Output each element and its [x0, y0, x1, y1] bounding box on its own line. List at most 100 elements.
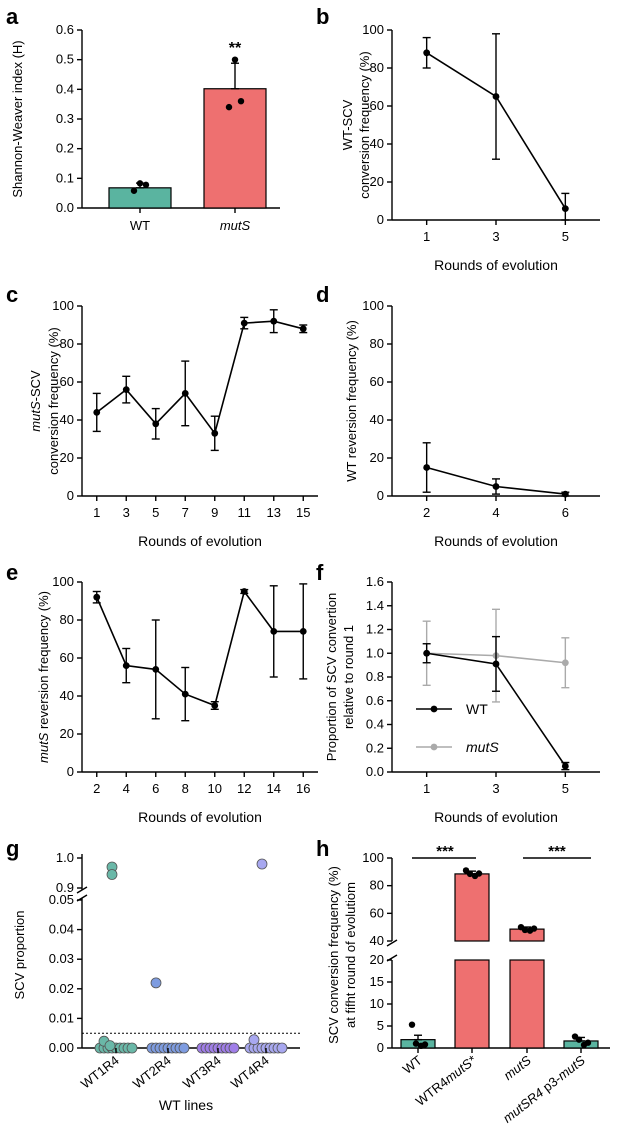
c-xlabel: Rounds of evolution	[138, 533, 262, 549]
f-legend-marker-WT	[430, 705, 438, 713]
g-ytick-lower-label-5: 0.05	[49, 892, 74, 907]
panel-letter-f: f	[316, 560, 324, 585]
f-legend-marker-mutS	[430, 743, 438, 751]
h-xtick-label-3-part-0: mutSR4	[500, 1085, 546, 1126]
a-point-1-2	[231, 56, 239, 63]
c-xtick-label-2: 5	[152, 505, 159, 520]
f-xtick-label-2: 5	[562, 781, 569, 796]
e-ytick-label-4: 80	[60, 612, 74, 627]
e-series-point-3	[181, 690, 189, 698]
d-ytick-label-2: 40	[370, 412, 384, 427]
g-axis-break-top	[76, 886, 88, 894]
b-xtick-label-2: 5	[562, 229, 569, 244]
f-ytick-label-1: 0.2	[366, 740, 384, 755]
h-point-3-1	[575, 1036, 583, 1043]
h-significance-1: ***	[436, 843, 454, 860]
d-ytick-label-3: 60	[370, 374, 384, 389]
g-ytick-upper-label-1: 1.0	[56, 850, 74, 865]
c-xtick-label-3: 7	[182, 505, 189, 520]
c-ylabel-line1: mutS-SCV	[28, 370, 43, 432]
b-ytick-label-1: 20	[370, 174, 384, 189]
h-ytick-upper-label-2: 80	[370, 878, 384, 893]
e-series-point-4	[211, 702, 219, 709]
d-xtick-label-2: 6	[562, 505, 569, 520]
a-ytick-label-0: 0.0	[56, 200, 74, 215]
b-xlabel: Rounds of evolution	[434, 257, 558, 273]
a-point-0-2	[136, 180, 144, 187]
panel-letter-h: h	[316, 836, 330, 861]
e-xtick-label-3: 8	[182, 781, 189, 796]
e-ylabel: mutS reversion frequency (%)	[36, 591, 51, 763]
b-ytick-label-2: 40	[370, 136, 384, 151]
h-ytick-lower-label-0: 0	[377, 1040, 384, 1055]
h-xtick-label-0: WT	[400, 1053, 425, 1077]
c-ytick-label-5: 100	[52, 298, 74, 313]
d-ytick-label-1: 20	[370, 450, 384, 465]
h-bar-2-lower	[509, 959, 545, 1049]
e-ytick-label-0: 0	[67, 764, 74, 779]
c-xtick-label-4: 9	[211, 505, 218, 520]
e-series-point-7	[299, 628, 307, 635]
c-xtick-label-1: 3	[123, 505, 130, 520]
h-point-1-1	[466, 870, 474, 878]
f-ylabel-line1: Proportion of SCV convertion	[324, 593, 339, 761]
a-ylabel: Shannon-Weaver index (H)	[10, 40, 25, 197]
h-point-1-3	[475, 870, 483, 877]
g-point-WT2R4-low-0	[150, 977, 162, 989]
a-point-0-1	[142, 181, 150, 189]
f-xtick-label-0: 1	[423, 781, 430, 796]
panel-letter-b: b	[316, 4, 330, 29]
d-ytick-label-0: 0	[377, 488, 384, 503]
c-series-point-1	[122, 386, 130, 393]
g-ytick-lower-label-4: 0.04	[49, 922, 74, 937]
e-xtick-label-4: 10	[208, 781, 222, 796]
f-ytick-label-0: 0.0	[366, 764, 384, 779]
h-point-0-0	[408, 1021, 416, 1028]
h-ytick-upper-label-0: 40	[370, 933, 384, 948]
a-point-1-0	[225, 103, 233, 111]
h-point-2-1	[521, 926, 529, 934]
panel-letter-g: g	[6, 836, 20, 861]
a-ytick-label-1: 0.1	[56, 170, 74, 185]
g-xtick-label-WT2R4: WT2R4	[130, 1053, 174, 1092]
d-xtick-label-0: 2	[423, 505, 430, 520]
e-series-point-1	[122, 662, 130, 669]
e-ytick-label-1: 20	[60, 726, 74, 741]
b-ytick-label-5: 100	[362, 22, 384, 37]
g-point-WT4R4-high-0	[256, 858, 268, 870]
h-point-0-3	[421, 1041, 429, 1048]
f-legend-label-WT: WT	[466, 701, 488, 717]
e-series-point-2	[152, 666, 160, 673]
g-point-WT3R4-zero-8	[228, 1042, 240, 1054]
b-series-point-2	[561, 205, 569, 213]
d-series-point-1	[492, 483, 500, 490]
e-series-point-0	[93, 593, 101, 601]
e-xtick-label-2: 6	[152, 781, 159, 796]
panel-letter-c: c	[6, 282, 19, 307]
f-WT-point-2	[561, 762, 569, 770]
e-xtick-label-6: 14	[267, 781, 281, 796]
h-point-2-3	[530, 925, 538, 932]
b-series-point-0	[423, 49, 431, 57]
g-ytick-lower-label-2: 0.02	[49, 981, 74, 996]
c-xtick-label-7: 15	[296, 505, 310, 520]
d-xtick-label-1: 4	[492, 505, 499, 520]
c-series-point-4	[211, 429, 219, 437]
c-ytick-label-4: 80	[60, 336, 74, 351]
a-bar-WT	[108, 187, 172, 209]
c-ylabel-line1-part-0: mutS	[28, 401, 43, 432]
b-xtick-label-0: 1	[423, 229, 430, 244]
g-point-WT1R4-zero-8	[126, 1042, 138, 1054]
e-ylabel-part-0: mutS	[36, 732, 51, 763]
b-ylabel-line2: conversion frequency (%)	[357, 51, 372, 198]
a-bar-mutS	[203, 88, 267, 209]
e-ytick-label-3: 60	[60, 650, 74, 665]
b-ytick-label-0: 0	[377, 212, 384, 227]
h-bar-1-upper	[454, 873, 490, 942]
c-ytick-label-2: 40	[60, 412, 74, 427]
e-ytick-label-5: 100	[52, 574, 74, 589]
h-xtick-label-3-part-2: mutS	[555, 1052, 588, 1083]
f-WT-point-0	[423, 649, 431, 657]
f-ytick-label-5: 1.0	[366, 645, 384, 660]
